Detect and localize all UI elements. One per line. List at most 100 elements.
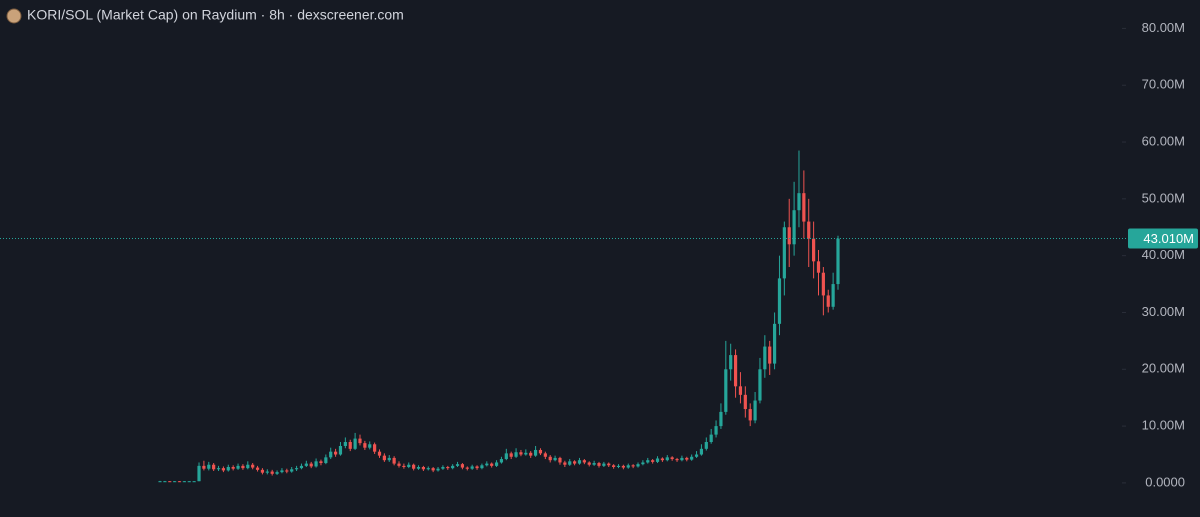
candle-body	[548, 456, 552, 461]
candle-body	[748, 409, 752, 421]
y-tick-label: 30.00M	[1142, 304, 1185, 319]
candle-body	[363, 443, 367, 448]
candle-body	[641, 462, 645, 465]
candle-body	[294, 468, 299, 470]
candle-body	[826, 295, 830, 307]
candle-body	[543, 453, 547, 457]
y-tick-label: 70.00M	[1142, 77, 1185, 92]
candle-body	[592, 463, 596, 465]
candle-body	[685, 457, 689, 460]
chart-title: KORI/SOL (Market Cap) on Raydium · 8h · …	[27, 7, 404, 23]
candle-body	[182, 481, 186, 483]
token-icon	[6, 8, 22, 24]
candle-body	[373, 444, 377, 452]
candle-body	[821, 272, 825, 296]
candle-body	[836, 238, 840, 285]
candle-body	[231, 467, 235, 469]
candle-body	[724, 369, 728, 412]
candle-body	[216, 468, 221, 470]
candle-body	[651, 460, 655, 462]
candle-body	[260, 469, 265, 473]
candle-body	[719, 411, 723, 427]
candle-body	[616, 465, 621, 468]
candle-body	[158, 481, 162, 483]
candle-body	[612, 465, 616, 468]
candle-body	[290, 469, 294, 472]
candle-body	[494, 462, 499, 466]
candle-body	[709, 434, 713, 443]
candle-body	[670, 457, 674, 460]
candle-body	[504, 453, 508, 460]
candle-body	[275, 472, 279, 474]
candle-body	[475, 466, 479, 469]
y-tick-label: 10.00M	[1142, 418, 1185, 433]
candle-body	[470, 466, 474, 469]
y-tick-label: 20.00M	[1142, 361, 1185, 376]
candle-body	[797, 193, 801, 211]
candle-body	[392, 457, 396, 464]
candle-body	[699, 448, 704, 455]
candle-body	[704, 442, 708, 449]
candle-body	[807, 221, 811, 239]
candle-body	[251, 464, 255, 468]
candle-body	[660, 458, 665, 461]
candle-body	[207, 464, 211, 469]
candle-body	[768, 346, 772, 364]
candle-body	[787, 227, 791, 245]
candle-body	[397, 463, 401, 466]
candle-body	[694, 454, 699, 457]
candle-body	[553, 457, 557, 461]
candle-body	[533, 449, 538, 456]
candle-body	[772, 323, 777, 364]
candle-body	[646, 460, 650, 463]
candle-body	[758, 369, 762, 401]
y-tick-label: 60.00M	[1142, 133, 1185, 148]
candle-body	[485, 463, 489, 466]
candle-body	[577, 460, 582, 464]
candle-body	[714, 426, 718, 435]
candle-body	[187, 481, 191, 483]
y-tick-label: 80.00M	[1142, 20, 1185, 35]
candle-body	[304, 463, 308, 466]
candle-body	[680, 457, 684, 461]
candle-body	[763, 346, 767, 370]
candle-body	[738, 386, 743, 395]
candle-body	[509, 453, 513, 457]
candle-body	[499, 459, 504, 463]
candle-body	[246, 464, 250, 469]
candle-body	[582, 460, 586, 463]
candle-body	[377, 451, 382, 456]
candle-body	[631, 465, 635, 467]
candle-body	[319, 461, 323, 464]
candle-body	[802, 193, 806, 222]
candle-body	[177, 481, 182, 483]
candle-body	[324, 457, 328, 464]
candle-body	[314, 461, 318, 467]
candle-body	[353, 438, 357, 449]
candle-body	[812, 238, 816, 262]
candle-body	[626, 465, 630, 468]
candle-body	[431, 468, 435, 471]
candle-body	[368, 444, 372, 448]
candle-body	[529, 452, 533, 456]
candle-body	[446, 467, 450, 469]
candle-body	[455, 464, 460, 466]
candle-body	[816, 261, 821, 273]
candle-body	[490, 463, 494, 466]
candle-body	[382, 455, 386, 461]
candle-body	[733, 355, 738, 387]
candle-body	[163, 481, 167, 483]
candle-body	[743, 394, 747, 410]
candle-body	[436, 468, 440, 471]
candle-body	[192, 481, 196, 483]
candle-body	[265, 471, 269, 473]
candle-body	[348, 442, 352, 449]
candle-body	[568, 461, 572, 465]
candle-body	[465, 467, 469, 469]
candle-body	[168, 481, 172, 483]
candle-body	[675, 459, 679, 461]
y-tick-label: 50.00M	[1142, 190, 1185, 205]
candle-body	[563, 462, 567, 465]
candle-body	[333, 451, 338, 455]
